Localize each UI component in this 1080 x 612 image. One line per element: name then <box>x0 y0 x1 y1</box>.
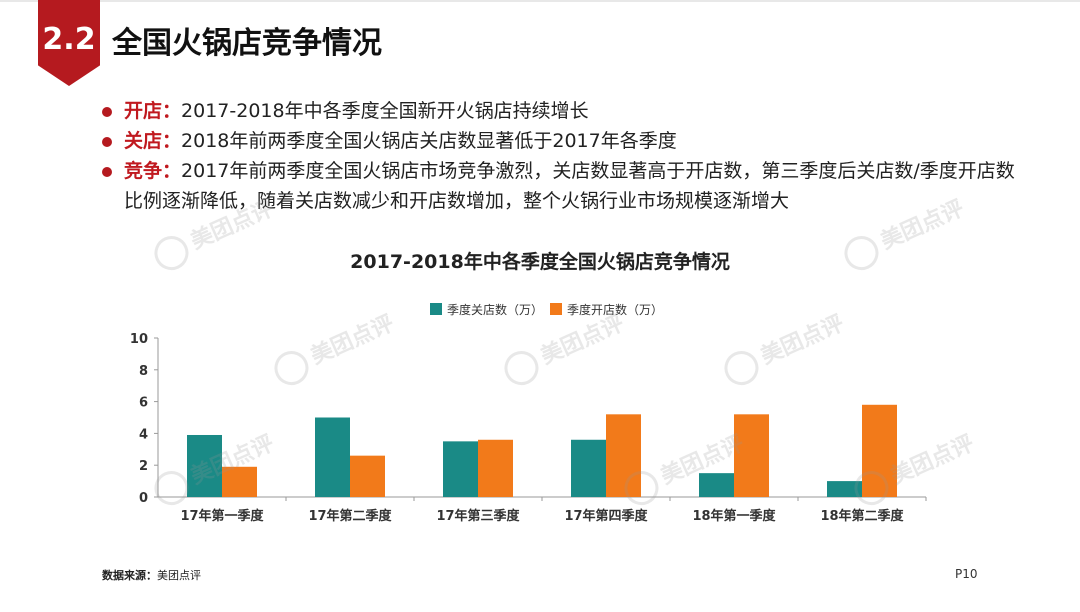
bar-closures <box>827 481 862 497</box>
bullet-dot-icon <box>102 137 112 147</box>
bar-openings <box>734 414 769 497</box>
x-tick-label: 18年第二季度 <box>820 508 904 524</box>
x-tick-label: 17年第一季度 <box>180 508 264 524</box>
section-number: 2.2 <box>42 22 96 57</box>
y-tick-label: 6 <box>139 396 148 411</box>
y-tick-label: 4 <box>139 427 148 442</box>
bar-closures <box>699 473 734 497</box>
section-number-badge: 2.2 <box>38 0 100 86</box>
bullet-item-competition: 竞争：2017年前两季度全国火锅店市场竞争激烈，关店数显著高于开店数，第三季度后… <box>102 156 1032 216</box>
source-value: 美团点评 <box>157 569 201 582</box>
top-divider <box>0 0 1080 2</box>
page-title: 全国火锅店竞争情况 <box>112 26 382 61</box>
bar-openings <box>350 455 385 497</box>
y-tick-label: 10 <box>130 332 148 347</box>
bullet-text: 2017-2018年中各季度全国新开火锅店持续增长 <box>181 100 589 122</box>
bar-closures <box>187 434 222 497</box>
bullet-item-opening: 开店：2017-2018年中各季度全国新开火锅店持续增长 <box>102 96 1032 126</box>
legend-label: 季度关店数（万） <box>447 302 543 317</box>
bullet-key: 竞争： <box>124 160 182 182</box>
page-number: P10 <box>955 567 978 581</box>
x-tick-label: 17年第二季度 <box>308 508 392 524</box>
legend-swatch <box>430 303 442 315</box>
bar-openings <box>222 466 257 497</box>
bullet-list: 开店：2017-2018年中各季度全国新开火锅店持续增长 关店：2018年前两季… <box>102 96 1032 216</box>
bullet-key: 关店： <box>124 130 182 152</box>
bar-closures <box>443 441 478 497</box>
bar-closures <box>315 417 350 497</box>
y-tick-label: 2 <box>139 459 148 474</box>
source-label: 数据来源： <box>102 569 157 582</box>
legend-label: 季度开店数（万） <box>567 302 663 317</box>
y-tick-label: 8 <box>139 364 148 379</box>
bullet-dot-icon <box>102 107 112 117</box>
chart-title: 2017-2018年中各季度全国火锅店竞争情况 <box>350 251 730 273</box>
legend-swatch <box>550 303 562 315</box>
bullet-item-closing: 关店：2018年前两季度全国火锅店关店数显著低于2017年各季度 <box>102 126 1032 156</box>
x-tick-label: 17年第三季度 <box>436 508 520 524</box>
bullet-text: 2017年前两季度全国火锅店市场竞争激烈，关店数显著高于开店数，第三季度后关店数… <box>124 160 1015 212</box>
bar-openings <box>862 404 897 497</box>
bullet-dot-icon <box>102 167 112 177</box>
x-tick-label: 18年第一季度 <box>692 508 776 524</box>
bar-openings <box>478 439 513 497</box>
x-tick-label: 17年第四季度 <box>564 508 648 524</box>
bullet-key: 开店： <box>124 100 182 122</box>
bar-openings <box>606 414 641 497</box>
bullet-text: 2018年前两季度全国火锅店关店数显著低于2017年各季度 <box>181 130 677 152</box>
bar-closures <box>571 439 606 497</box>
footer-source: 数据来源：美团点评 <box>102 567 201 583</box>
y-tick-label: 0 <box>139 491 148 506</box>
